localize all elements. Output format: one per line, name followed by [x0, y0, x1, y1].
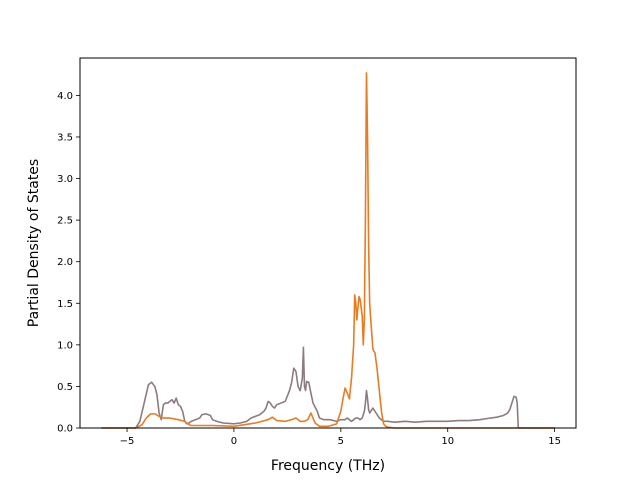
x-tick-label: 15	[548, 436, 561, 447]
y-axis-label: Partial Density of States	[26, 159, 42, 327]
x-tick-label: −5	[120, 436, 135, 447]
y-tick-label: 2.5	[57, 216, 73, 227]
y-tick-label: 4.0	[57, 91, 73, 102]
series-line-2	[101, 72, 555, 429]
y-tick-label: 0.0	[57, 424, 73, 435]
y-tick-label: 1.0	[57, 340, 73, 351]
y-axis-ticks: 0.0 0.5 1.0 1.5 2.0 2.5 3.0 3.5 4.0	[57, 91, 80, 435]
x-tick-label: 10	[441, 436, 454, 447]
y-tick-label: 3.0	[57, 174, 73, 185]
y-tick-label: 1.5	[57, 299, 73, 310]
series-layer	[101, 72, 555, 429]
series-line-1	[101, 346, 555, 429]
y-tick-label: 2.0	[57, 257, 73, 268]
plot-background	[80, 58, 576, 428]
y-tick-label: 0.5	[57, 382, 73, 393]
y-tick-label: 3.5	[57, 132, 73, 143]
x-tick-label: 0	[231, 436, 237, 447]
x-axis-ticks: −5 0 5 10 15	[120, 428, 561, 447]
x-axis-label: Frequency (THz)	[271, 458, 385, 474]
x-tick-label: 5	[338, 436, 344, 447]
plot-frame	[79, 57, 577, 429]
